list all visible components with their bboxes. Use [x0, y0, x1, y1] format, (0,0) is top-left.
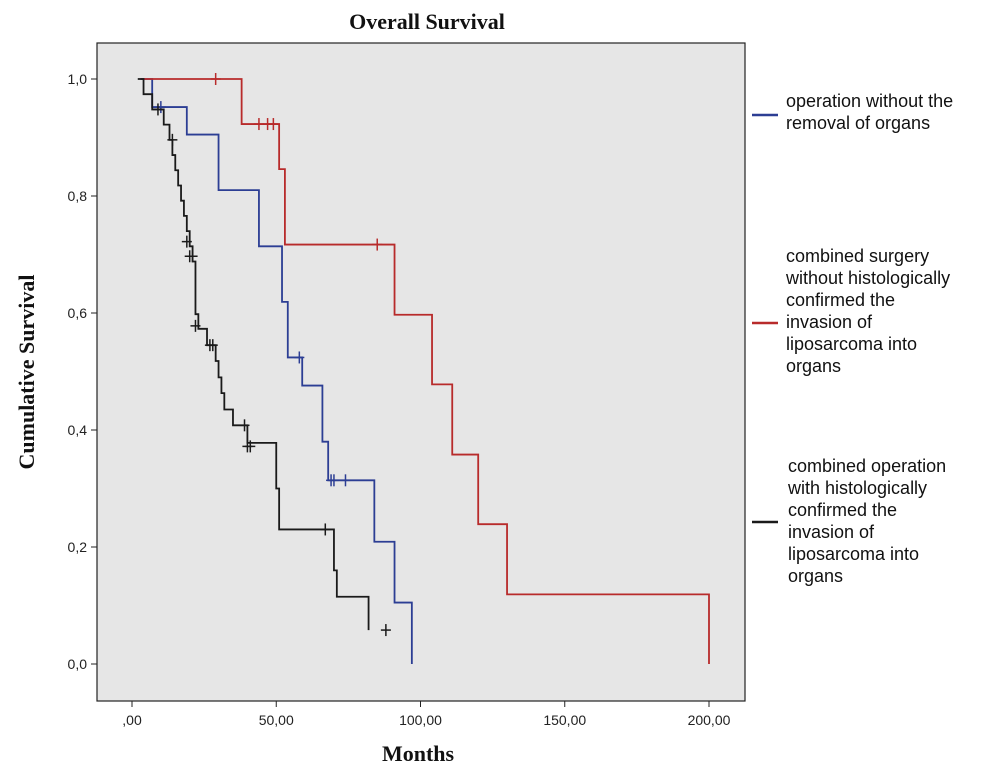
x-axis-label: Months — [382, 741, 455, 765]
censor-mark — [245, 440, 256, 453]
y-tick-label: 0,2 — [68, 539, 88, 555]
x-tick-label: 50,00 — [259, 712, 294, 728]
x-tick-label: 200,00 — [688, 712, 731, 728]
censor-mark — [190, 319, 201, 332]
y-tick-label: 0,8 — [68, 188, 88, 204]
series-layer — [137, 73, 710, 664]
censor-mark — [181, 235, 192, 248]
censor-mark — [239, 419, 250, 432]
x-tick-label: 100,00 — [399, 712, 442, 728]
chart-title: Overall Survival — [349, 9, 505, 34]
legend-item-3: combined operation with histologically con… — [752, 456, 946, 586]
legend-label: combined surgery without histologically co… — [785, 246, 950, 376]
censor-mark — [268, 118, 279, 131]
censor-mark — [187, 250, 198, 263]
censor-mark — [380, 624, 391, 637]
legend-label: combined operation with histologically con… — [787, 456, 946, 586]
x-tick-label: 150,00 — [543, 712, 586, 728]
censor-mark — [207, 339, 218, 352]
legend-item-2: combined surgery without histologically co… — [752, 246, 950, 376]
censor-mark — [294, 351, 305, 364]
censor-mark — [372, 238, 383, 251]
plot-area — [96, 42, 746, 702]
x-axis: ,00 50,00 100,00 150,00 200,00 — [122, 701, 731, 728]
censor-mark — [152, 103, 163, 116]
censor-mark — [253, 118, 264, 131]
censor-mark — [340, 474, 351, 487]
y-tick-label: 1,0 — [68, 71, 88, 87]
x-tick-label: ,00 — [122, 712, 142, 728]
censor-mark — [210, 73, 221, 85]
y-tick-label: 0,6 — [68, 305, 88, 321]
series-line-2 — [140, 78, 710, 664]
series-line-1 — [140, 78, 413, 664]
y-axis: 0,0 0,2 0,4 0,6 0,8 1,0 — [68, 71, 97, 672]
y-tick-label: 0,4 — [68, 422, 88, 438]
legend: operation without the removal of organs co… — [752, 91, 953, 586]
legend-item-1: operation without the removal of organs — [752, 91, 953, 133]
censor-mark — [328, 474, 339, 487]
legend-label: operation without the removal of organs — [786, 91, 953, 133]
y-axis-label: Cumulative Survival — [14, 275, 39, 470]
censor-mark — [320, 523, 331, 536]
y-tick-label: 0,0 — [68, 656, 88, 672]
censor-mark — [167, 133, 178, 146]
